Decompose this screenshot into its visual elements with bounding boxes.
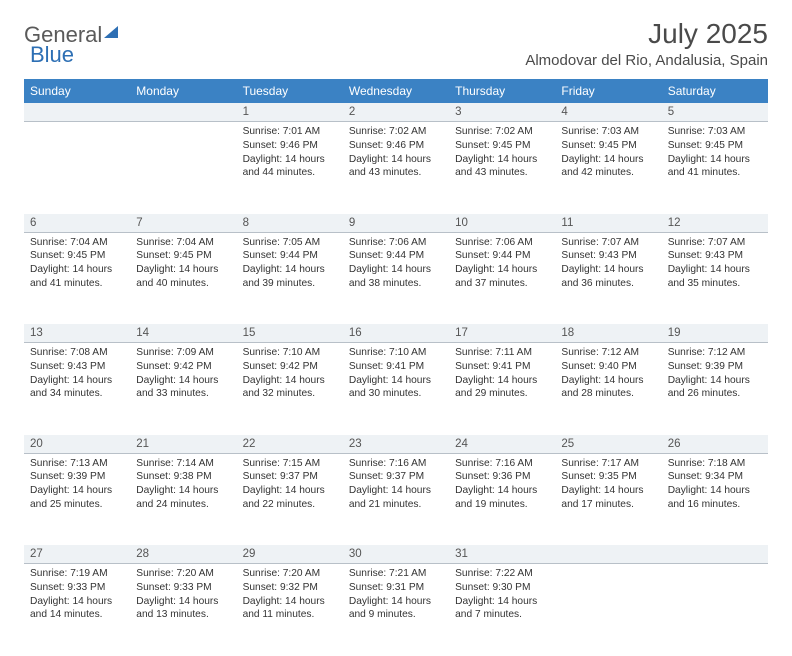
day-number-cell: 6 xyxy=(24,214,130,233)
day-body-cell: Sunrise: 7:16 AMSunset: 9:36 PMDaylight:… xyxy=(449,453,555,545)
day-body-cell: Sunrise: 7:16 AMSunset: 9:37 PMDaylight:… xyxy=(343,453,449,545)
day-body-cell: Sunrise: 7:02 AMSunset: 9:46 PMDaylight:… xyxy=(343,122,449,214)
day-body-cell: Sunrise: 7:21 AMSunset: 9:31 PMDaylight:… xyxy=(343,564,449,656)
day-body-cell: Sunrise: 7:07 AMSunset: 9:43 PMDaylight:… xyxy=(662,232,768,324)
weekday-header: Monday xyxy=(130,79,236,103)
weekday-header-row: SundayMondayTuesdayWednesdayThursdayFrid… xyxy=(24,79,768,103)
logo-triangle-icon xyxy=(104,26,118,38)
day-number-cell: 27 xyxy=(24,545,130,564)
day-body-cell xyxy=(24,122,130,214)
weekday-header: Tuesday xyxy=(237,79,343,103)
day-body-row: Sunrise: 7:01 AMSunset: 9:46 PMDaylight:… xyxy=(24,122,768,214)
day-body-cell xyxy=(662,564,768,656)
day-number-cell: 7 xyxy=(130,214,236,233)
day-number-cell: 1 xyxy=(237,103,343,122)
day-number-cell: 12 xyxy=(662,214,768,233)
day-number-cell: 22 xyxy=(237,435,343,454)
day-number-row: 13141516171819 xyxy=(24,324,768,343)
day-number-cell: 14 xyxy=(130,324,236,343)
day-body-row: Sunrise: 7:13 AMSunset: 9:39 PMDaylight:… xyxy=(24,453,768,545)
day-number-cell: 18 xyxy=(555,324,661,343)
day-number-cell: 21 xyxy=(130,435,236,454)
day-number-cell: 3 xyxy=(449,103,555,122)
day-number-cell: 11 xyxy=(555,214,661,233)
day-number-cell: 9 xyxy=(343,214,449,233)
day-number-cell: 23 xyxy=(343,435,449,454)
day-number-cell xyxy=(24,103,130,122)
day-number-cell: 31 xyxy=(449,545,555,564)
day-number-row: 20212223242526 xyxy=(24,435,768,454)
day-body-cell: Sunrise: 7:14 AMSunset: 9:38 PMDaylight:… xyxy=(130,453,236,545)
day-body-row: Sunrise: 7:19 AMSunset: 9:33 PMDaylight:… xyxy=(24,564,768,656)
day-body-cell: Sunrise: 7:08 AMSunset: 9:43 PMDaylight:… xyxy=(24,343,130,435)
day-body-cell: Sunrise: 7:07 AMSunset: 9:43 PMDaylight:… xyxy=(555,232,661,324)
day-number-cell xyxy=(555,545,661,564)
day-number-cell: 4 xyxy=(555,103,661,122)
day-body-cell: Sunrise: 7:19 AMSunset: 9:33 PMDaylight:… xyxy=(24,564,130,656)
day-body-cell xyxy=(555,564,661,656)
location: Almodovar del Rio, Andalusia, Spain xyxy=(525,52,768,69)
day-number-cell: 25 xyxy=(555,435,661,454)
day-number-cell: 5 xyxy=(662,103,768,122)
header: General July 2025 Almodovar del Rio, And… xyxy=(24,18,768,69)
logo-text-blue: Blue xyxy=(30,42,74,68)
day-body-cell: Sunrise: 7:03 AMSunset: 9:45 PMDaylight:… xyxy=(555,122,661,214)
day-number-cell: 24 xyxy=(449,435,555,454)
day-body-cell: Sunrise: 7:02 AMSunset: 9:45 PMDaylight:… xyxy=(449,122,555,214)
weekday-header: Saturday xyxy=(662,79,768,103)
day-number-cell: 19 xyxy=(662,324,768,343)
day-body-cell: Sunrise: 7:20 AMSunset: 9:33 PMDaylight:… xyxy=(130,564,236,656)
day-body-cell: Sunrise: 7:10 AMSunset: 9:41 PMDaylight:… xyxy=(343,343,449,435)
weekday-header: Wednesday xyxy=(343,79,449,103)
day-body-cell: Sunrise: 7:13 AMSunset: 9:39 PMDaylight:… xyxy=(24,453,130,545)
month-title: July 2025 xyxy=(525,18,768,50)
day-number-cell: 13 xyxy=(24,324,130,343)
day-body-cell: Sunrise: 7:20 AMSunset: 9:32 PMDaylight:… xyxy=(237,564,343,656)
day-body-row: Sunrise: 7:04 AMSunset: 9:45 PMDaylight:… xyxy=(24,232,768,324)
day-body-cell: Sunrise: 7:11 AMSunset: 9:41 PMDaylight:… xyxy=(449,343,555,435)
day-number-row: 2728293031 xyxy=(24,545,768,564)
day-body-cell: Sunrise: 7:12 AMSunset: 9:39 PMDaylight:… xyxy=(662,343,768,435)
calendar-table: SundayMondayTuesdayWednesdayThursdayFrid… xyxy=(24,79,768,656)
day-number-cell: 16 xyxy=(343,324,449,343)
day-number-cell: 30 xyxy=(343,545,449,564)
day-body-cell: Sunrise: 7:05 AMSunset: 9:44 PMDaylight:… xyxy=(237,232,343,324)
weekday-header: Friday xyxy=(555,79,661,103)
day-number-row: 6789101112 xyxy=(24,214,768,233)
weekday-header: Sunday xyxy=(24,79,130,103)
day-number-cell: 15 xyxy=(237,324,343,343)
day-number-cell: 20 xyxy=(24,435,130,454)
day-number-cell: 17 xyxy=(449,324,555,343)
day-number-cell xyxy=(130,103,236,122)
day-number-cell: 28 xyxy=(130,545,236,564)
day-number-cell: 26 xyxy=(662,435,768,454)
day-number-cell: 10 xyxy=(449,214,555,233)
day-body-cell: Sunrise: 7:09 AMSunset: 9:42 PMDaylight:… xyxy=(130,343,236,435)
day-body-cell xyxy=(130,122,236,214)
day-body-cell: Sunrise: 7:18 AMSunset: 9:34 PMDaylight:… xyxy=(662,453,768,545)
weekday-header: Thursday xyxy=(449,79,555,103)
day-body-cell: Sunrise: 7:12 AMSunset: 9:40 PMDaylight:… xyxy=(555,343,661,435)
day-body-row: Sunrise: 7:08 AMSunset: 9:43 PMDaylight:… xyxy=(24,343,768,435)
day-body-cell: Sunrise: 7:01 AMSunset: 9:46 PMDaylight:… xyxy=(237,122,343,214)
day-number-cell xyxy=(662,545,768,564)
day-body-cell: Sunrise: 7:06 AMSunset: 9:44 PMDaylight:… xyxy=(343,232,449,324)
day-number-cell: 29 xyxy=(237,545,343,564)
day-body-cell: Sunrise: 7:15 AMSunset: 9:37 PMDaylight:… xyxy=(237,453,343,545)
day-body-cell: Sunrise: 7:04 AMSunset: 9:45 PMDaylight:… xyxy=(130,232,236,324)
day-number-cell: 2 xyxy=(343,103,449,122)
title-block: July 2025 Almodovar del Rio, Andalusia, … xyxy=(525,18,768,69)
day-body-cell: Sunrise: 7:04 AMSunset: 9:45 PMDaylight:… xyxy=(24,232,130,324)
day-body-cell: Sunrise: 7:17 AMSunset: 9:35 PMDaylight:… xyxy=(555,453,661,545)
day-body-cell: Sunrise: 7:10 AMSunset: 9:42 PMDaylight:… xyxy=(237,343,343,435)
day-body-cell: Sunrise: 7:22 AMSunset: 9:30 PMDaylight:… xyxy=(449,564,555,656)
day-body-cell: Sunrise: 7:03 AMSunset: 9:45 PMDaylight:… xyxy=(662,122,768,214)
day-number-row: 12345 xyxy=(24,103,768,122)
day-body-cell: Sunrise: 7:06 AMSunset: 9:44 PMDaylight:… xyxy=(449,232,555,324)
day-number-cell: 8 xyxy=(237,214,343,233)
